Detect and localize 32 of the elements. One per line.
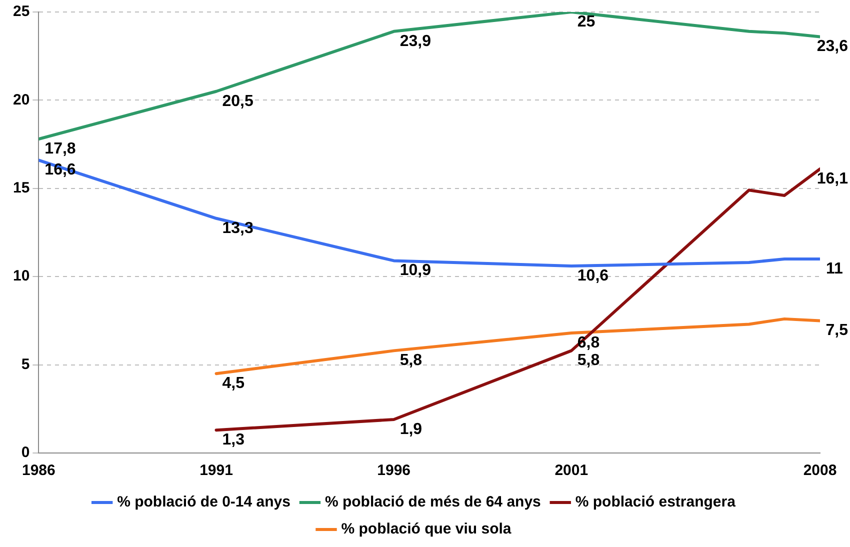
y-tick-label: 20 xyxy=(12,91,30,108)
data-label: 10,6 xyxy=(577,267,609,284)
data-label: 10,9 xyxy=(400,262,432,280)
data-label: 17,8 xyxy=(44,140,76,158)
x-tick-label: 2008 xyxy=(803,462,837,480)
x-tick-label: 2001 xyxy=(554,462,588,480)
y-tick-label: 25 xyxy=(12,3,30,20)
y-tick-label: 10 xyxy=(12,268,30,285)
legend-label: % població que viu sola xyxy=(341,520,512,538)
legend-label: % població de més de 64 anys xyxy=(324,494,541,511)
data-label: 23,9 xyxy=(400,32,432,50)
data-label: 11 xyxy=(826,260,844,278)
data-label: 13,3 xyxy=(222,220,254,237)
data-label: 5,8 xyxy=(577,352,600,370)
legend-label: % població de 0-14 anys xyxy=(117,494,290,511)
y-tick-label: 5 xyxy=(21,356,30,373)
data-label: 4,5 xyxy=(222,375,245,392)
data-label: 16,1 xyxy=(816,170,848,188)
legend-label: % població estrangera xyxy=(575,494,736,511)
data-label: 25 xyxy=(577,13,596,30)
data-label: 7,5 xyxy=(826,322,848,340)
data-label: 20,5 xyxy=(222,92,254,110)
y-tick-label: 15 xyxy=(12,180,30,197)
data-label: 23,6 xyxy=(816,38,848,56)
y-tick-label: 0 xyxy=(21,444,30,462)
x-tick-label: 1991 xyxy=(200,462,233,480)
data-label: 6,8 xyxy=(577,334,600,352)
data-label: 5,8 xyxy=(400,352,422,370)
data-label: 1,3 xyxy=(222,431,245,448)
x-tick-label: 1996 xyxy=(377,462,411,480)
x-tick-label: 1986 xyxy=(22,462,56,480)
data-label: 1,9 xyxy=(400,420,422,438)
